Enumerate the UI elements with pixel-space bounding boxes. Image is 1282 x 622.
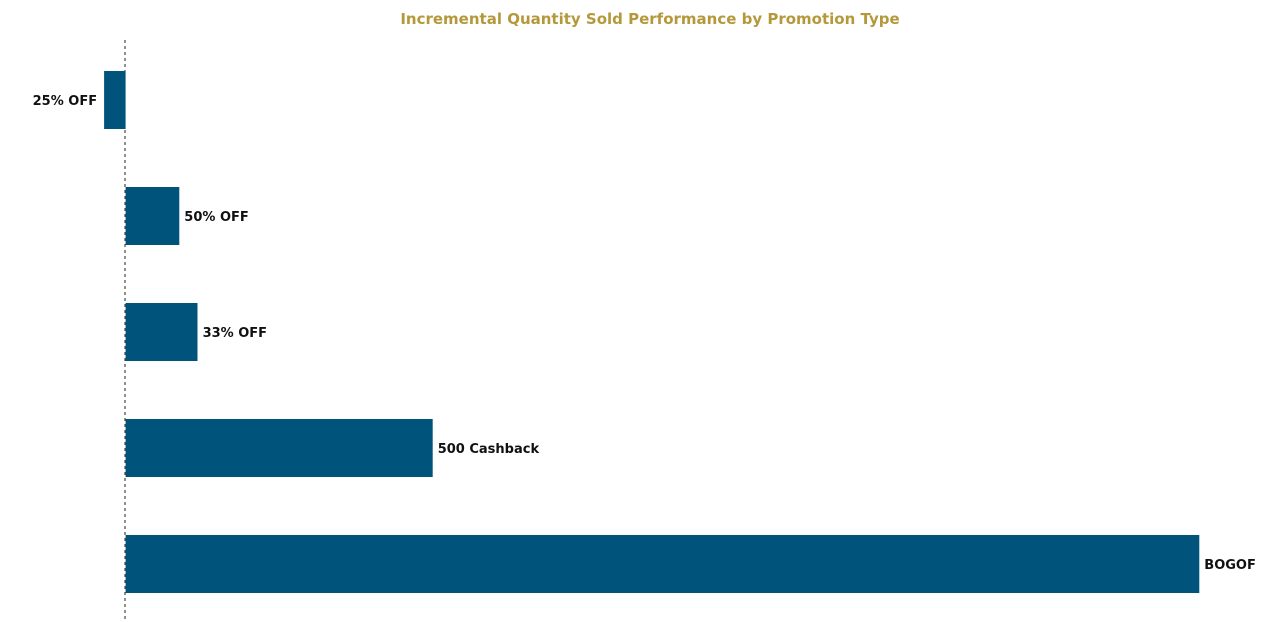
bar-label-500-cashback: 500 Cashback xyxy=(438,442,540,457)
bars-group xyxy=(104,71,1200,593)
bar-33-off xyxy=(125,303,198,361)
bar-bogof xyxy=(125,535,1200,593)
bar-label-25-off: 25% OFF xyxy=(33,94,97,109)
bar-labels-group: 25% OFF 50% OFF 33% OFF 500 Cashback BOGOF xyxy=(33,94,1256,573)
bar-label-bogof: BOGOF xyxy=(1204,558,1256,573)
chart-title: Incremental Quantity Sold Performance by… xyxy=(400,10,900,28)
bar-50-off xyxy=(125,187,180,245)
bar-label-33-off: 33% OFF xyxy=(203,326,267,341)
bar-500-cashback xyxy=(125,419,433,477)
bar-label-50-off: 50% OFF xyxy=(184,210,248,225)
bar-25-off xyxy=(104,71,126,129)
